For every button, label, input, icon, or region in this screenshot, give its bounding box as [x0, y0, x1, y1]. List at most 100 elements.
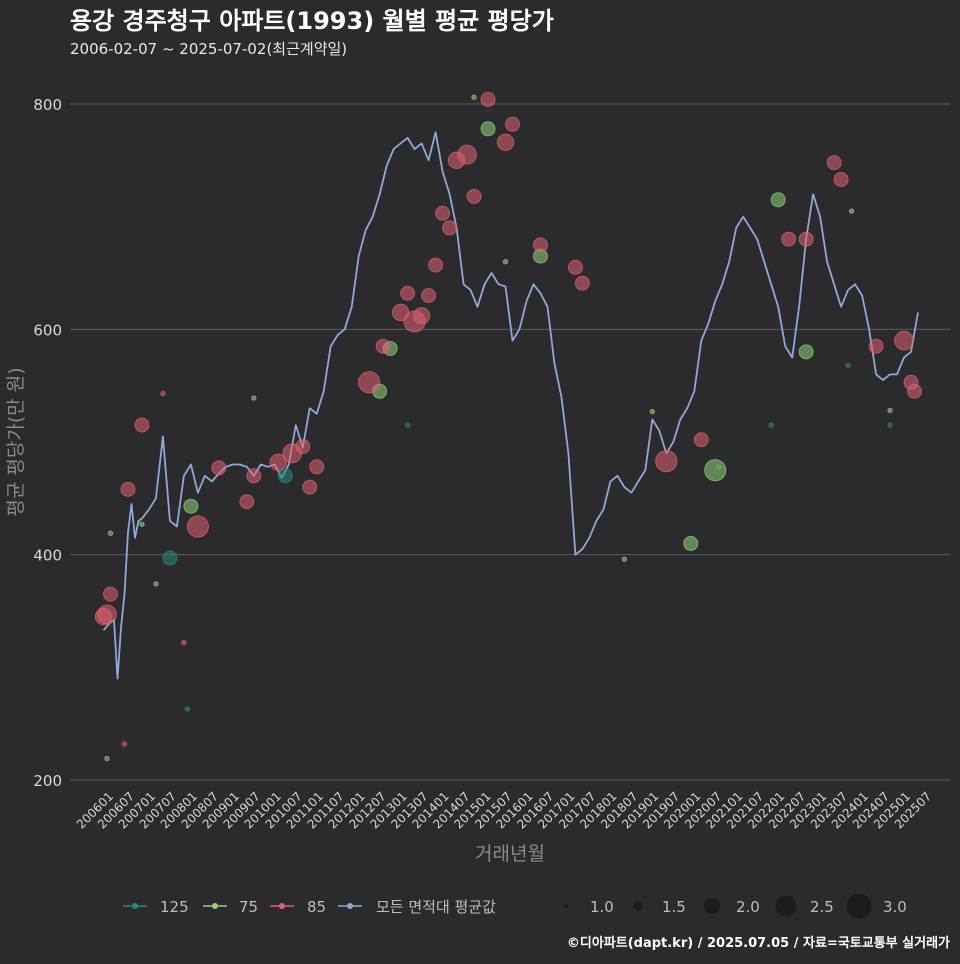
legend-label: 85: [307, 898, 326, 916]
chart-title: 용강 경주청구 아파트(1993) 월별 평균 평당가: [70, 7, 554, 35]
data-point-85: [181, 639, 187, 646]
data-point-85: [567, 259, 583, 275]
data-point-85: [246, 468, 262, 484]
legend-size-label: 3.0: [883, 898, 907, 916]
data-point-75: [704, 459, 727, 482]
x-axis-label: 거래년월: [475, 843, 545, 865]
data-point-125: [768, 422, 774, 428]
average-price-line: [102, 131, 919, 680]
legend-size-label: 1.0: [590, 898, 614, 916]
data-point-85: [894, 330, 914, 351]
data-point-85: [532, 237, 548, 253]
data-point-75: [848, 208, 855, 214]
data-point-85: [302, 479, 318, 495]
data-point-85: [421, 288, 437, 304]
chart-caption: ©디아파트(dapt.kr) / 2025.07.05 / 자료=국토교통부 실…: [567, 935, 950, 951]
data-point-85: [375, 338, 391, 354]
y-tick-label: 400: [33, 547, 62, 565]
legend: 125 75 85 모든 면적대 평균값 1.0 1.5 2.0 2.5 3.0: [123, 893, 907, 919]
data-point-125: [277, 468, 293, 484]
data-point-75: [480, 121, 496, 137]
data-point-75: [107, 530, 114, 536]
data-point-85: [309, 459, 325, 475]
data-point-85: [295, 439, 311, 455]
legend-key-dot-75: [212, 903, 218, 909]
data-point-85: [435, 205, 451, 221]
data-point-85: [400, 285, 416, 301]
y-tick-label: 600: [33, 321, 62, 339]
legend-key-dot-모든 면적대 평균값: [347, 903, 353, 909]
data-point-75: [683, 535, 699, 551]
data-point-85: [134, 417, 150, 433]
y-tick-label: 800: [33, 96, 62, 114]
y-tick-labels: 200 400 600 800: [33, 96, 62, 790]
data-point-85: [97, 604, 117, 625]
data-point-125: [162, 550, 178, 566]
data-point-75: [502, 259, 509, 265]
data-point-85: [412, 307, 431, 325]
legend-key-dot-85: [279, 903, 285, 909]
data-point-85: [798, 231, 814, 247]
data-point-85: [120, 481, 136, 497]
x-tick-labels: 2006012006072007012007072008012008072009…: [74, 789, 934, 831]
data-point-75: [621, 556, 628, 562]
data-point-125: [845, 362, 851, 369]
data-point-85: [781, 231, 797, 247]
data-point-85: [442, 220, 458, 236]
data-point-75: [104, 755, 110, 762]
points-layer: [94, 91, 923, 762]
legend-size-dot: [775, 895, 797, 917]
data-point-85: [211, 460, 227, 476]
data-point-75: [649, 408, 656, 415]
data-point-75: [770, 192, 786, 208]
legend-size-dot: [633, 901, 643, 911]
data-point-85: [160, 390, 166, 397]
data-point-125: [887, 422, 893, 428]
legend-size-label: 2.0: [736, 898, 760, 916]
data-point-85: [457, 144, 477, 165]
data-point-85: [466, 188, 482, 204]
legend-size-label: 1.5: [662, 898, 686, 916]
average-line-layer: [102, 131, 919, 680]
legend-label: 75: [239, 898, 258, 916]
data-point-75: [251, 395, 257, 401]
data-point-85: [496, 133, 515, 152]
legend-label: 125: [160, 898, 189, 916]
data-point-85: [907, 383, 923, 399]
data-point-85: [574, 275, 590, 291]
data-point-75: [887, 407, 893, 414]
data-point-85: [826, 155, 842, 171]
chart-subtitle: 2006-02-07 ~ 2025-07-02(최근계약일): [70, 40, 347, 58]
data-point-85: [358, 371, 381, 394]
legend-size-dot: [846, 893, 872, 919]
y-tick-label: 200: [33, 772, 62, 790]
data-point-85: [102, 586, 118, 602]
legend-size-dot: [704, 898, 720, 914]
data-point-75: [798, 344, 814, 360]
data-point-85: [655, 450, 678, 473]
data-point-75: [183, 498, 199, 514]
data-point-125: [184, 706, 191, 712]
data-point-85: [239, 494, 255, 510]
data-point-85: [504, 116, 520, 132]
data-point-85: [428, 257, 444, 273]
data-point-85: [693, 432, 709, 448]
legend-size-label: 2.5: [810, 898, 834, 916]
data-point-85: [269, 453, 287, 471]
data-point-75: [139, 521, 145, 527]
data-point-85: [868, 338, 884, 354]
y-axis-label: 평균 평당가(만 원): [5, 367, 27, 516]
data-point-85: [833, 171, 849, 187]
grid: [70, 103, 950, 781]
data-point-75: [153, 581, 159, 587]
data-point-85: [186, 515, 209, 538]
data-point-125: [404, 422, 411, 428]
data-point-85: [121, 741, 128, 747]
legend-size-dot: [563, 903, 569, 909]
legend-key-dot-125: [132, 903, 138, 909]
legend-label: 모든 면적대 평균값: [376, 898, 496, 916]
data-point-85: [480, 91, 496, 107]
data-point-75: [471, 94, 477, 100]
